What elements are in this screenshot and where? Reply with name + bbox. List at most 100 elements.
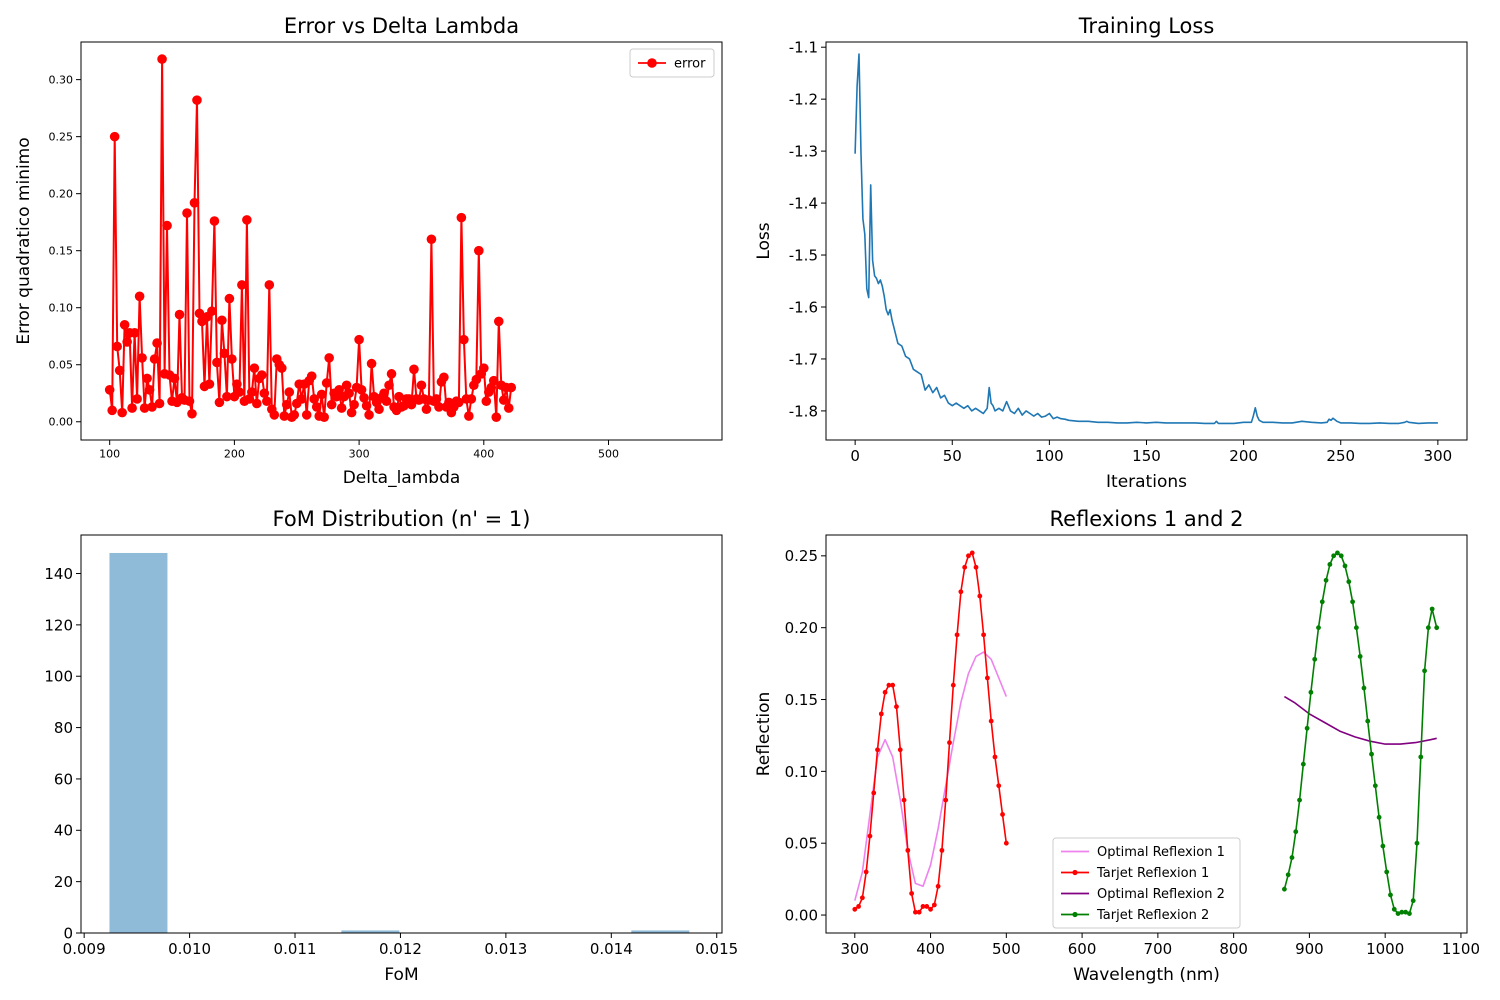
- data-point: [289, 410, 299, 420]
- y-tick-label: 0.10: [49, 302, 74, 315]
- data-point: [951, 683, 956, 688]
- data-point: [890, 683, 895, 688]
- data-point: [871, 791, 876, 796]
- data-point: [1346, 579, 1351, 584]
- data-point: [875, 747, 880, 752]
- x-tick-label: 0.011: [274, 940, 317, 958]
- data-point: [860, 895, 865, 900]
- y-tick-label: 0.15: [49, 245, 74, 258]
- data-point: [962, 565, 967, 570]
- data-point: [531, 0, 541, 5]
- x-tick-label: 0: [850, 447, 860, 465]
- data-point: [205, 379, 215, 389]
- data-point: [137, 353, 147, 363]
- data-point: [924, 904, 929, 909]
- x-tick-label: 1000: [1366, 940, 1404, 958]
- x-tick-label: 100: [1035, 447, 1064, 465]
- data-point: [661, 0, 671, 5]
- y-tick-label: 0: [63, 924, 73, 942]
- data-point: [247, 387, 257, 397]
- data-point: [654, 0, 664, 5]
- data-point: [327, 400, 337, 410]
- data-point: [364, 410, 374, 420]
- data-point: [576, 0, 586, 5]
- data-point: [384, 380, 394, 390]
- data-point: [559, 0, 569, 5]
- data-point: [182, 208, 192, 218]
- data-point: [506, 383, 516, 393]
- data-point: [989, 719, 994, 724]
- data-point: [651, 0, 661, 5]
- data-point: [551, 0, 561, 5]
- data-point: [1339, 553, 1344, 558]
- data-point: [614, 0, 624, 5]
- data-point: [457, 213, 467, 223]
- x-tick-label: 400: [473, 447, 494, 460]
- data-point: [519, 0, 529, 5]
- legend-marker: [647, 58, 657, 68]
- data-point: [319, 412, 329, 422]
- data-point: [467, 394, 477, 404]
- data-point: [262, 396, 272, 406]
- data-point: [1373, 783, 1378, 788]
- data-point: [1320, 599, 1325, 604]
- data-point: [265, 280, 275, 290]
- data-point: [509, 0, 519, 5]
- y-tick-label: 0.20: [49, 188, 74, 201]
- data-point: [349, 400, 359, 410]
- data-point: [524, 0, 534, 5]
- data-point: [571, 0, 581, 5]
- data-point: [1426, 625, 1431, 630]
- data-point: [297, 394, 307, 404]
- data-point: [621, 0, 631, 5]
- data-point: [374, 404, 384, 414]
- x-tick-label: 800: [1219, 940, 1248, 958]
- x-tick-label: 150: [1132, 447, 1161, 465]
- x-tick-label: 0.010: [168, 940, 211, 958]
- y-tick-label: 0.05: [49, 359, 74, 372]
- x-tick-label: 100: [99, 447, 120, 460]
- data-point: [659, 0, 669, 5]
- data-point: [1282, 887, 1287, 892]
- data-point: [105, 385, 115, 395]
- series-line-1: [855, 652, 1007, 901]
- data-point: [626, 0, 636, 5]
- data-point: [1316, 625, 1321, 630]
- data-point: [277, 363, 287, 373]
- data-point: [1324, 578, 1329, 583]
- data-point: [132, 394, 142, 404]
- data-point: [611, 0, 621, 5]
- data-point: [464, 411, 474, 421]
- data-point: [117, 408, 127, 418]
- data-point: [130, 328, 140, 338]
- x-tick-label: 600: [1068, 940, 1097, 958]
- data-point: [1411, 898, 1416, 903]
- data-point: [606, 0, 616, 5]
- data-point: [227, 354, 237, 364]
- data-point: [631, 0, 641, 5]
- y-tick-label: 80: [54, 719, 73, 737]
- chart-title: Training Loss: [1078, 14, 1215, 38]
- data-point: [936, 884, 941, 889]
- y-tick-label: 0.00: [785, 906, 818, 924]
- data-point: [1004, 841, 1009, 846]
- data-point: [1365, 719, 1370, 724]
- chart-4: 300 400 500 600 700 800 900 1000 1100 0.00 0.05 0.1…: [754, 507, 1480, 985]
- data-point: [1388, 893, 1393, 898]
- data-point: [1354, 625, 1359, 630]
- y-axis-label: Error quadratico minimo: [14, 137, 34, 344]
- data-point: [302, 410, 312, 420]
- data-point: [894, 704, 899, 709]
- data-point: [1392, 907, 1397, 912]
- data-point: [1430, 607, 1435, 612]
- data-point: [526, 0, 536, 5]
- data-point: [1418, 755, 1423, 760]
- data-point: [459, 335, 469, 345]
- data-point: [604, 0, 614, 5]
- chart-title: Reflexions 1 and 2: [1050, 507, 1244, 531]
- data-point: [554, 0, 564, 5]
- data-point: [556, 0, 566, 5]
- x-tick-label: 300: [349, 447, 370, 460]
- data-point: [958, 589, 963, 594]
- data-point: [879, 711, 884, 716]
